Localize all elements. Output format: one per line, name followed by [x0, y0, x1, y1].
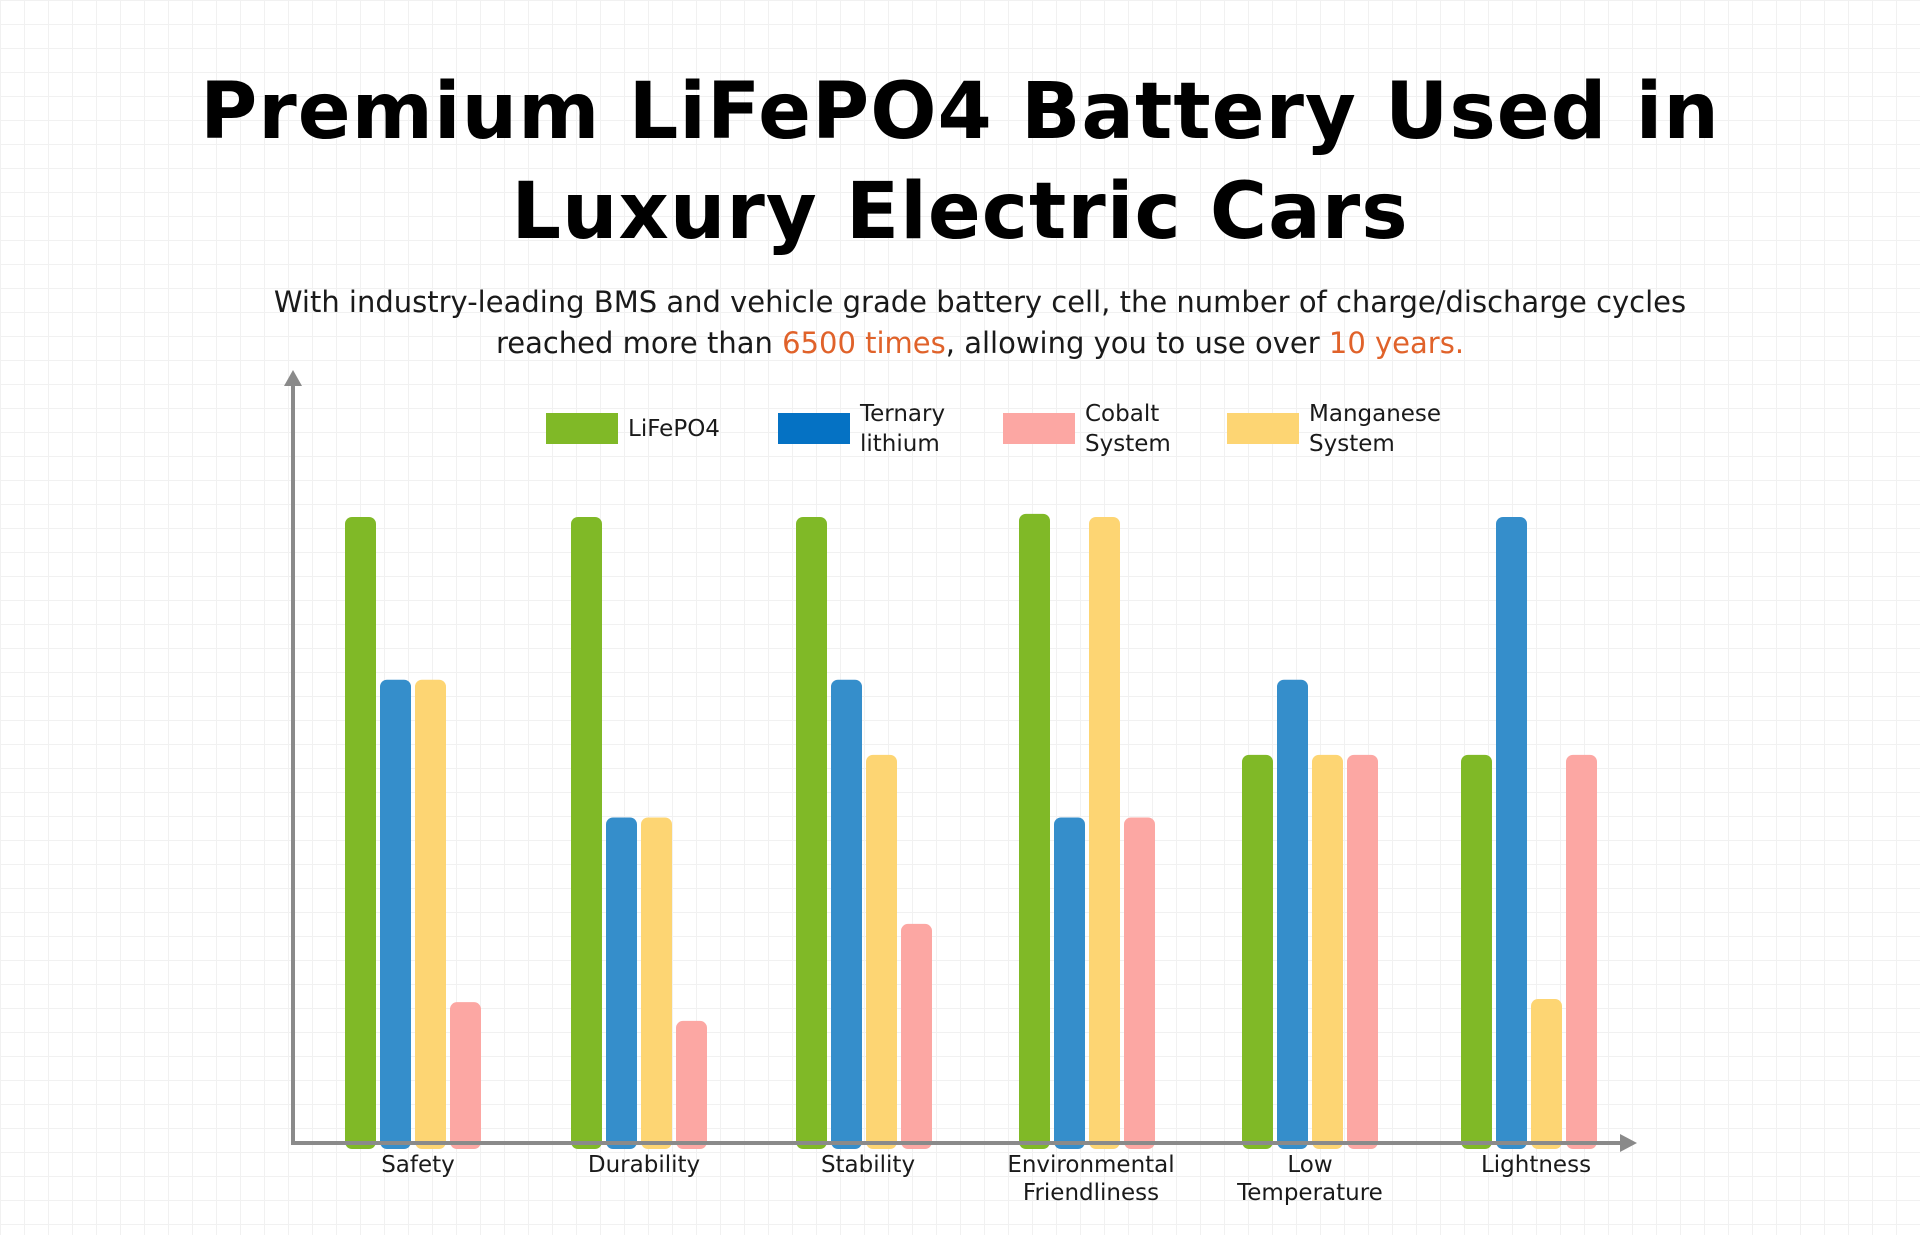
bar-manganese-5: [1531, 999, 1562, 1149]
bar-ternary-4: [1277, 679, 1308, 1149]
bar-manganese-0: [415, 679, 446, 1149]
category-labels: Safety Durability Stability EnvironmentalFr…: [381, 1152, 1591, 1206]
category-label-0-0: Safety: [381, 1152, 455, 1178]
legend-label-1-1: lithium: [860, 431, 940, 457]
bar-lifepo4-5: [1461, 754, 1492, 1149]
category-label-4-0: Low: [1287, 1152, 1332, 1178]
subtitle-middle: , allowing you to use over: [945, 326, 1329, 360]
subtitle: With industry-leading BMS and vehicle gr…: [230, 282, 1730, 364]
category-label-3-1: Friendliness: [1023, 1180, 1159, 1206]
bar-lifepo4-0: [345, 517, 376, 1149]
title-line-1: Premium LiFePO4 Battery Used in: [200, 67, 1720, 157]
legend-swatch-1: [778, 413, 850, 444]
subtitle-line-2: reached more than 6500 times, allowing y…: [230, 323, 1730, 364]
category-label-3-0: Environmental: [1007, 1152, 1174, 1178]
bar-ternary-2: [831, 679, 862, 1149]
bar-cobalt-0: [450, 1002, 481, 1149]
bar-cobalt-4: [1347, 754, 1378, 1149]
legend-label-0-0: LiFePO4: [628, 416, 720, 442]
axes: [284, 370, 1637, 1152]
legend-swatch-3: [1227, 413, 1299, 444]
legend-label-1-0: Ternary: [859, 401, 945, 427]
bar-cobalt-2: [901, 923, 932, 1149]
bar-manganese-1: [641, 817, 672, 1149]
bar-lifepo4-2: [796, 517, 827, 1149]
subtitle-line-1: With industry-leading BMS and vehicle gr…: [273, 285, 1687, 319]
y-axis-arrow: [284, 370, 302, 386]
bars: [345, 513, 1597, 1149]
x-axis-arrow: [1620, 1134, 1637, 1152]
legend-swatch-0: [546, 413, 618, 444]
cycles-highlight: 6500 times: [782, 326, 946, 360]
legend-label-3-0: Manganese: [1309, 401, 1441, 427]
bar-manganese-3: [1089, 517, 1120, 1149]
bar-ternary-3: [1054, 817, 1085, 1149]
title-line-2: Luxury Electric Cars: [511, 167, 1409, 257]
bar-cobalt-1: [676, 1020, 707, 1149]
page-title: Premium LiFePO4 Battery Used in Luxury E…: [0, 62, 1920, 262]
bar-manganese-2: [866, 754, 897, 1149]
bar-lifepo4-4: [1242, 754, 1273, 1149]
bar-ternary-1: [606, 817, 637, 1149]
category-label-1-0: Durability: [588, 1152, 700, 1178]
category-label-5-0: Lightness: [1481, 1152, 1591, 1178]
legend-label-2-0: Cobalt: [1085, 401, 1159, 427]
category-label-4-1: Temperature: [1236, 1180, 1383, 1206]
legend-label-2-1: System: [1085, 431, 1171, 457]
bar-ternary-5: [1496, 517, 1527, 1149]
legend-label-3-1: System: [1309, 431, 1395, 457]
legend: LiFePO4 Ternary lithium Cobalt System Mangane…: [546, 401, 1441, 457]
bar-ternary-0: [380, 679, 411, 1149]
bar-manganese-4: [1312, 754, 1343, 1149]
years-highlight: 10 years.: [1328, 326, 1465, 360]
bar-cobalt-5: [1566, 754, 1597, 1149]
bar-lifepo4-3: [1019, 513, 1050, 1149]
subtitle-prefix: reached more than: [495, 326, 783, 360]
bar-cobalt-3: [1124, 817, 1155, 1149]
category-label-2-0: Stability: [821, 1152, 915, 1178]
bar-lifepo4-1: [571, 517, 602, 1149]
legend-swatch-2: [1003, 413, 1075, 444]
